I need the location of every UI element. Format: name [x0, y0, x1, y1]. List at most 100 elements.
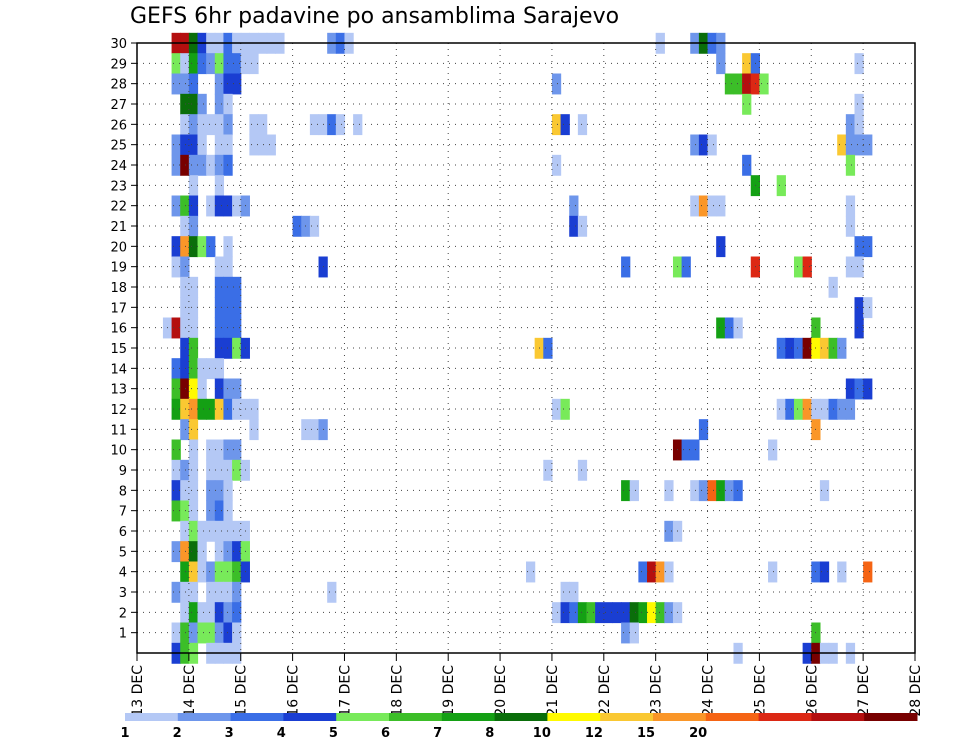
precip-cell-m21-t5	[180, 215, 190, 237]
y-tick-label-14: 14	[110, 362, 127, 377]
precip-cell-m6-t61	[664, 520, 674, 542]
precip-cell-m18-t9	[214, 276, 225, 298]
precip-cell-m6-t11	[232, 520, 242, 542]
precip-cell-m18-t10	[223, 276, 233, 298]
precip-cell-m2-t11	[232, 602, 242, 624]
y-tick-label-29: 29	[110, 57, 127, 72]
precip-cell-m4-t59	[647, 561, 657, 583]
precip-cell-m13-t83	[854, 378, 864, 400]
precip-cell-m19-t10	[223, 256, 233, 278]
precip-cell-m4-t60	[655, 561, 665, 583]
precip-cell-m13-t84	[863, 378, 873, 400]
precip-cell-m2-t7	[197, 602, 207, 624]
y-tick-label-16: 16	[110, 322, 127, 337]
precip-cell-m25-t6	[188, 134, 199, 156]
precip-cell-m19-t56	[621, 256, 631, 278]
precip-cell-m16-t6	[188, 317, 199, 339]
colorbar-swatch-6	[441, 713, 496, 721]
colorbar-label-12: 12	[585, 726, 603, 741]
precip-cell-m21-t51	[577, 215, 588, 237]
x-tick-label-11: 24 DEC	[701, 665, 717, 717]
precip-cell-m27-t7	[197, 93, 207, 115]
precip-cell-m25-t66	[707, 134, 717, 156]
y-tick-label-26: 26	[110, 118, 127, 133]
precip-cell-m4-t84	[863, 561, 873, 583]
precip-cell-m7-t6	[188, 500, 199, 522]
precip-cell-m23-t6	[188, 175, 199, 197]
precip-cell-m2-t57	[629, 602, 639, 624]
precip-cell-m25-t15	[266, 134, 276, 156]
y-tick-label-19: 19	[110, 261, 127, 276]
precip-cell-m14-t9	[214, 358, 225, 380]
precip-cell-m15-t74	[776, 337, 786, 359]
precip-cell-m3-t10	[223, 581, 233, 603]
precip-cell-m1-t11	[232, 622, 242, 644]
precip-cell-m1-t6	[188, 622, 199, 644]
precip-cell-m11-t6	[188, 419, 199, 441]
precip-cell-m13-t4	[171, 378, 181, 400]
precip-cell-m26-t82	[845, 114, 856, 136]
precip-cell-m6-t6	[188, 520, 199, 542]
precip-cell-m2-t6	[188, 602, 199, 624]
dotted-grid	[137, 42, 915, 653]
precip-cell-m12-t7	[197, 398, 207, 420]
precip-cell-m9-t5	[180, 459, 190, 481]
precip-cell-m26-t51	[577, 114, 588, 136]
colorbar-swatch-9	[600, 713, 654, 721]
precip-cell-m14-t8	[206, 358, 216, 380]
x-tick-label-5: 18 DEC	[389, 665, 405, 717]
precip-cell-m29-t8	[206, 53, 216, 75]
precip-cell-m12-t8	[206, 398, 216, 420]
precip-cell-m10-t64	[690, 439, 700, 461]
precip-cell-m9-t6	[188, 459, 199, 481]
precip-cell-m15-t47	[543, 337, 553, 359]
precip-cell-m2-t59	[647, 602, 657, 624]
precip-cell-m8-t69	[733, 480, 743, 502]
precip-cell-m13-t6	[188, 378, 199, 400]
colorbar-label-6: 6	[381, 726, 390, 741]
precip-cell-m3-t6	[188, 581, 199, 603]
precip-cell-m18-t5	[180, 276, 190, 298]
precip-cell-m25-t81	[837, 134, 847, 156]
precip-cell-m27-t70	[742, 93, 752, 115]
colorbar-swatch-0	[125, 713, 179, 721]
precip-cell-m2-t50	[569, 602, 579, 624]
precip-cell-m21-t6	[188, 215, 199, 237]
precip-cell-m12-t75	[785, 398, 795, 420]
x-tick-label-1: 14 DEC	[182, 665, 198, 717]
precip-cell-m17-t11	[232, 297, 242, 319]
precip-cell-m22-t9	[214, 195, 225, 217]
precip-cell-m26-t22	[327, 114, 337, 136]
precip-cell-m15-t11	[232, 337, 242, 359]
x-tick-label-6: 19 DEC	[441, 665, 457, 717]
x-axis: 13 DEC 14 DEC 15 DEC 16 DEC 17 DEC 18 DEC 19 D…	[130, 653, 924, 717]
precip-cell-m12-t11	[232, 398, 242, 420]
precip-cell-m21-t50	[569, 215, 579, 237]
precip-cell-m10-t63	[681, 439, 691, 461]
x-tick-label-2: 15 DEC	[234, 665, 250, 717]
precip-cell-m4-t11	[232, 561, 242, 583]
precip-cell-m8-t68	[724, 480, 735, 502]
y-tick-label-2: 2	[119, 606, 127, 621]
precip-cell-m1-t10	[223, 622, 233, 644]
precip-cell-m5-t7	[197, 541, 207, 563]
precip-cell-m5-t9	[214, 541, 225, 563]
y-tick-label-7: 7	[119, 505, 127, 520]
precip-cell-m26-t49	[560, 114, 570, 136]
y-tick-label-27: 27	[110, 98, 127, 113]
precip-cell-m15-t6	[188, 337, 199, 359]
precip-cell-m2-t10	[223, 602, 233, 624]
colorbar-swatch-1	[177, 713, 232, 721]
precip-cell-m19-t82	[845, 256, 856, 278]
precip-cell-m2-t51	[577, 602, 588, 624]
precip-cell-m7-t10	[223, 500, 233, 522]
precip-cell-m23-t74	[776, 175, 786, 197]
precip-cell-m27-t83	[854, 93, 864, 115]
precip-cell-m13-t9	[214, 378, 225, 400]
precip-cell-m5-t10	[223, 541, 233, 563]
precip-cell-m15-t75	[785, 337, 795, 359]
precip-cell-m4-t79	[819, 561, 830, 583]
precip-cell-m15-t76	[793, 337, 804, 359]
precip-cell-m3-t50	[569, 581, 579, 603]
